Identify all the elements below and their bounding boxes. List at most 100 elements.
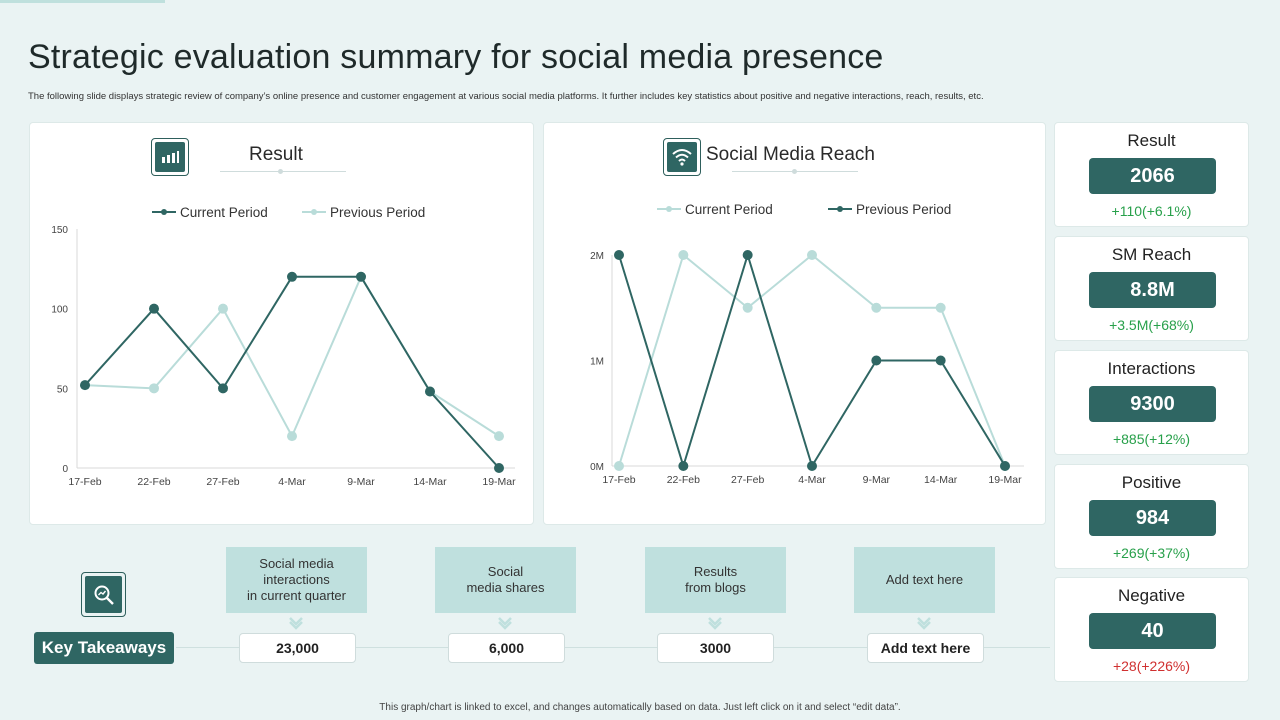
data-point bbox=[80, 380, 90, 391]
data-point bbox=[1000, 461, 1010, 471]
data-point bbox=[742, 302, 753, 313]
y-tick-label: 150 bbox=[51, 225, 68, 236]
stat-card-negative[interactable]: Negative 40 +28(+226%) bbox=[1054, 577, 1249, 682]
data-point bbox=[935, 355, 946, 366]
takeaway-text: Add text here bbox=[854, 547, 995, 613]
stat-card-positive[interactable]: Positive 984 +269(+37%) bbox=[1054, 464, 1249, 569]
legend-label: Current Period bbox=[685, 202, 773, 217]
takeaway-text: Social media interactions in current qua… bbox=[226, 547, 367, 613]
stat-change: +3.5M(+68%) bbox=[1109, 317, 1194, 333]
data-point bbox=[425, 386, 435, 397]
x-tick-label: 27-Feb bbox=[206, 476, 239, 488]
y-tick-label: 2M bbox=[590, 251, 604, 262]
key-takeaways-label: Key Takeaways bbox=[34, 632, 174, 664]
stat-card-result[interactable]: Result 2066 +110(+6.1%) bbox=[1054, 122, 1249, 227]
stat-change: +885(+12%) bbox=[1112, 431, 1191, 447]
takeaway-value: 3000 bbox=[657, 633, 774, 663]
stat-change: +110(+6.1%) bbox=[1111, 203, 1192, 219]
data-point bbox=[807, 250, 817, 260]
x-tick-label: 17-Feb bbox=[68, 476, 101, 488]
result-chart-card[interactable]: Result 0 50 100 150 17-Feb 22-Feb 27-Feb 4-Mar 9… bbox=[29, 122, 534, 525]
data-point bbox=[614, 461, 624, 471]
data-point bbox=[614, 250, 624, 260]
search-chart-icon bbox=[94, 585, 114, 605]
x-tick-label: 27-Feb bbox=[731, 474, 764, 486]
stat-change: +269(+37%) bbox=[1112, 545, 1191, 561]
wifi-icon bbox=[672, 149, 692, 166]
takeaway-value: 23,000 bbox=[239, 633, 356, 663]
x-tick-label: 4-Mar bbox=[798, 474, 826, 486]
x-tick-label: 19-Mar bbox=[482, 476, 516, 488]
result-chart-title: Result bbox=[249, 144, 303, 165]
data-point bbox=[678, 250, 689, 260]
takeaway-text: Social media shares bbox=[435, 547, 576, 613]
data-point bbox=[807, 461, 817, 471]
series-line bbox=[84, 274, 500, 439]
data-point bbox=[871, 302, 882, 313]
stat-value: 8.8M bbox=[1089, 272, 1216, 308]
x-tick-label: 17-Feb bbox=[602, 474, 635, 486]
stat-label: Result bbox=[1127, 131, 1176, 150]
data-point bbox=[287, 271, 297, 282]
takeaway-text: Results from blogs bbox=[645, 547, 786, 613]
y-tick-label: 0M bbox=[590, 462, 604, 473]
stat-value: 2066 bbox=[1089, 158, 1216, 194]
legend-label: Current Period bbox=[180, 205, 268, 220]
series-line bbox=[618, 253, 1006, 467]
data-point bbox=[494, 463, 504, 473]
legend-marker bbox=[161, 209, 167, 215]
data-point bbox=[149, 303, 159, 314]
x-tick-label: 14-Mar bbox=[413, 476, 447, 488]
stat-value: 9300 bbox=[1089, 386, 1216, 422]
result-icon-frame bbox=[151, 138, 189, 176]
stat-label: SM Reach bbox=[1111, 245, 1192, 264]
reach-line-chart[interactable]: 0M 1M 2M 17-Feb 22-Feb 27-Feb 4-Mar 9-Mar 14-Mar… bbox=[544, 123, 1047, 526]
reach-title-dot bbox=[792, 169, 797, 174]
stat-card-interactions[interactable]: Interactions 9300 +885(+12%) bbox=[1054, 350, 1249, 455]
data-point bbox=[149, 383, 159, 394]
x-tick-label: 4-Mar bbox=[278, 476, 306, 488]
takeaway-value: Add text here bbox=[867, 633, 984, 663]
data-point bbox=[871, 355, 882, 366]
x-tick-label: 9-Mar bbox=[347, 476, 375, 488]
legend-marker bbox=[666, 206, 672, 212]
legend-marker bbox=[311, 209, 317, 215]
reach-icon-frame bbox=[663, 138, 701, 176]
data-point bbox=[218, 383, 228, 394]
stat-card-sm-reach[interactable]: SM Reach 8.8M +3.5M(+68%) bbox=[1054, 236, 1249, 341]
y-tick-label: 0 bbox=[62, 464, 68, 475]
data-point bbox=[356, 271, 366, 282]
x-tick-label: 9-Mar bbox=[863, 474, 891, 486]
data-point bbox=[935, 302, 946, 313]
reach-chart-title: Social Media Reach bbox=[706, 144, 875, 165]
chevron-down-icon bbox=[289, 617, 303, 630]
chevron-down-icon bbox=[917, 617, 931, 630]
data-point bbox=[678, 461, 689, 471]
stat-value: 984 bbox=[1089, 500, 1216, 536]
stat-value: 40 bbox=[1089, 613, 1216, 649]
x-tick-label: 22-Feb bbox=[667, 474, 700, 486]
data-point bbox=[742, 250, 753, 260]
series-line bbox=[618, 251, 1006, 470]
chevron-down-icon bbox=[498, 617, 512, 630]
result-line-chart[interactable]: 0 50 100 150 17-Feb 22-Feb 27-Feb 4-Mar 9-Mar 14-… bbox=[30, 123, 535, 526]
y-tick-label: 1M bbox=[590, 357, 604, 368]
takeaways-connector-line bbox=[176, 647, 1050, 648]
stat-label: Positive bbox=[1121, 473, 1182, 492]
chevron-down-icon bbox=[708, 617, 722, 630]
x-tick-label: 19-Mar bbox=[988, 474, 1022, 486]
stat-change: +28(+226%) bbox=[1112, 658, 1191, 674]
bar-chart-icon bbox=[162, 151, 179, 163]
reach-chart-card[interactable]: Social Media Reach 0M 1M 2M 17-Feb 22-Feb 27-… bbox=[543, 122, 1046, 525]
y-tick-label: 100 bbox=[51, 305, 68, 316]
stat-label: Negative bbox=[1117, 586, 1186, 605]
legend-label: Previous Period bbox=[856, 202, 951, 217]
legend-marker bbox=[837, 206, 843, 212]
takeaways-icon-frame bbox=[81, 572, 126, 617]
x-tick-label: 22-Feb bbox=[137, 476, 170, 488]
data-point bbox=[287, 431, 297, 442]
result-title-rule bbox=[220, 171, 346, 172]
footnote: This graph/chart is linked to excel, and… bbox=[379, 702, 901, 713]
data-point bbox=[218, 303, 228, 314]
takeaway-value: 6,000 bbox=[448, 633, 565, 663]
